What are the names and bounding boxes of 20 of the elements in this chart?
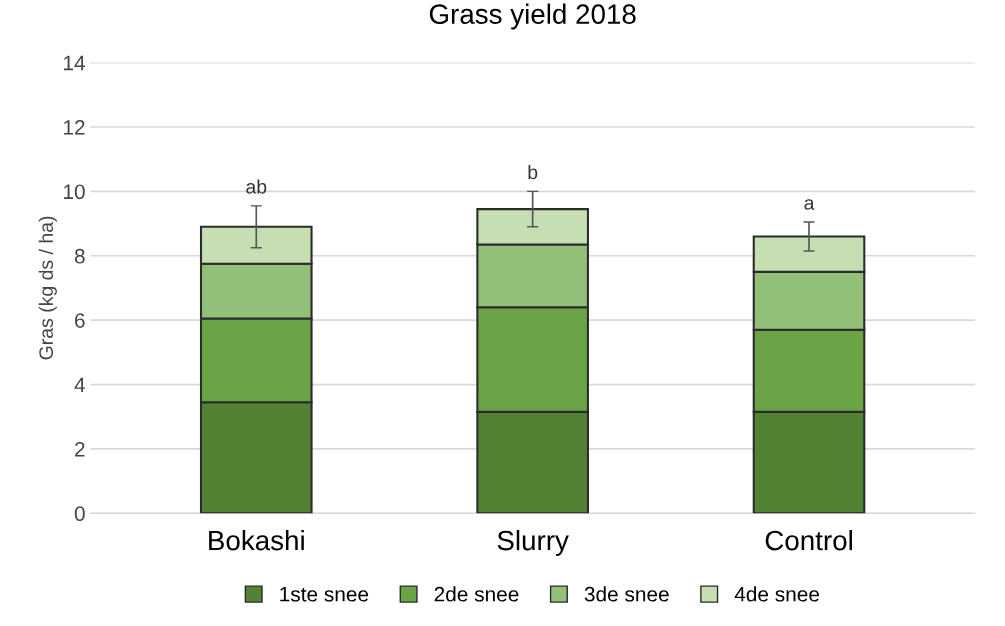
x-tick-label: Bokashi (209, 529, 304, 551)
legend-label: 2de snee (434, 586, 519, 602)
legend-label: 3de snee (584, 586, 669, 602)
y-axis-title: Gras (kg ds / ha) (38, 216, 57, 360)
annotation: a (804, 199, 815, 210)
annotation: ab (246, 179, 267, 194)
legend-label: 1ste snee (280, 587, 369, 602)
x-tick-label: Control (765, 529, 852, 551)
y-tick-label: 2 (75, 441, 85, 457)
legend-label: 4de snee (734, 586, 820, 602)
x-tick-label: Slurry (497, 529, 569, 556)
y-tick-label: 4 (74, 377, 85, 393)
chart-title: Grass yield 2018 (429, 3, 636, 30)
y-tick-label: 14 (64, 55, 85, 71)
y-tick-label: 12 (64, 119, 85, 135)
y-tick-label: 8 (74, 248, 85, 264)
y-tick-label: 6 (75, 313, 85, 328)
y-tick-label: 10 (64, 184, 85, 200)
y-tick-label: 0 (74, 506, 85, 522)
annotation: b (528, 164, 538, 180)
